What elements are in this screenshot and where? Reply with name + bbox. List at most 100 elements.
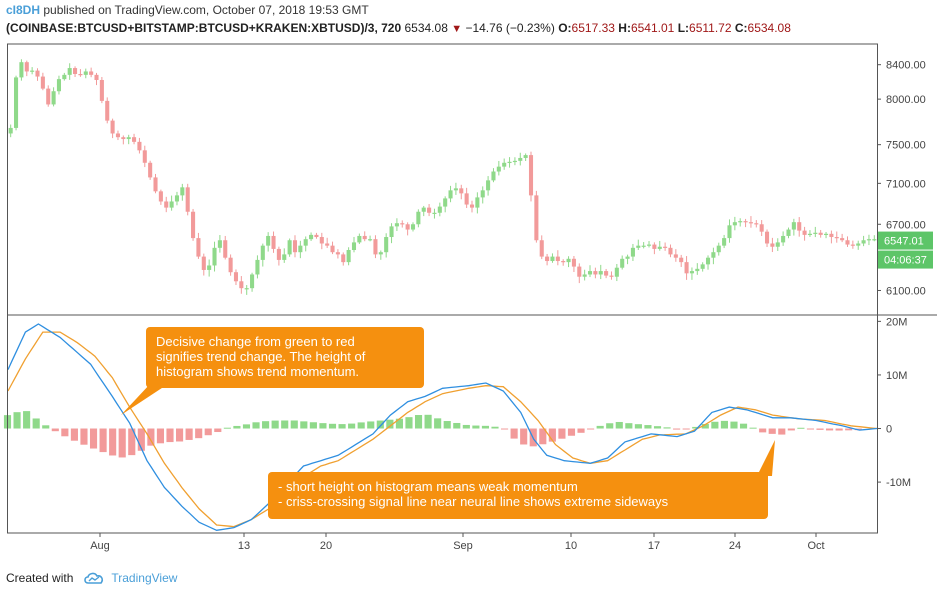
- candle-body: [743, 221, 748, 223]
- candle-body: [840, 238, 845, 241]
- candle-body: [459, 188, 464, 194]
- histogram-bar: [109, 428, 117, 456]
- candle-body: [679, 257, 684, 263]
- macd-line: [7, 323, 878, 531]
- histogram-bar: [634, 424, 642, 429]
- author-name[interactable]: cI8DH: [6, 3, 41, 17]
- price-change: −14.76 (−0.23%): [465, 21, 555, 35]
- candle-body: [148, 162, 153, 178]
- callout-sideways-text-line: - criss-crossing signal line near neural…: [278, 494, 669, 509]
- time-tick-label: Oct: [807, 540, 824, 552]
- candle-body: [46, 88, 51, 105]
- publish-info: cI8DH published on TradingView.com, Octo…: [6, 3, 369, 17]
- candle-body: [56, 79, 61, 92]
- histogram-bar: [405, 417, 413, 429]
- candle-body: [705, 257, 711, 265]
- candle-body: [652, 244, 657, 249]
- candle-body: [587, 271, 593, 275]
- symbol-name: (COINBASE:BTCUSD+BITSTAMP:BTCUSD+KRAKEN:…: [6, 21, 402, 35]
- histogram-bar: [214, 428, 222, 433]
- histogram-bar: [778, 428, 786, 435]
- callout-trend-text-line: Decisive change from green to red: [156, 334, 355, 349]
- histogram-bar: [730, 421, 738, 429]
- histogram-bar: [606, 423, 614, 429]
- candle-body: [14, 77, 19, 128]
- candle-body: [480, 190, 485, 198]
- countdown-label: 04:06:37: [884, 255, 927, 267]
- time-tick-label: 20: [320, 540, 332, 552]
- candle-body: [786, 229, 791, 236]
- price-pane: 6100.00 6700.00 7100.00 7500.00 8000.00 8400.…: [8, 59, 933, 297]
- candle-body: [287, 240, 292, 255]
- candle-body: [861, 240, 866, 244]
- histogram-bar: [768, 428, 776, 434]
- histogram-bar: [51, 428, 59, 432]
- histogram-bar: [596, 425, 604, 429]
- candle-body: [158, 191, 163, 202]
- countdown-tag: [878, 250, 933, 269]
- candle-body: [223, 240, 228, 258]
- histogram-bar: [491, 426, 499, 429]
- candle-body: [432, 212, 437, 214]
- time-tick-label: Aug: [90, 540, 110, 552]
- histogram-bar: [472, 425, 480, 429]
- tradingview-brand[interactable]: TradingView: [111, 571, 178, 585]
- tradingview-cloud-icon: [84, 572, 104, 584]
- plot-border: [7, 43, 878, 534]
- candle-body: [732, 222, 737, 226]
- histogram-bar: [137, 428, 145, 451]
- histogram-bar: [462, 424, 470, 429]
- candle-body: [244, 288, 249, 290]
- candle-body: [115, 133, 121, 138]
- candle-body: [67, 68, 72, 75]
- histogram-bar: [711, 421, 719, 429]
- candle-body: [62, 74, 67, 80]
- close-value: 6534.08: [747, 21, 791, 35]
- candle-body: [754, 223, 759, 225]
- candle-body: [239, 281, 244, 289]
- candle-body: [571, 258, 576, 267]
- callout-trend-box: [146, 327, 424, 388]
- candle-body: [507, 161, 512, 164]
- candle-body: [856, 243, 861, 246]
- macd-pane: 20M 10M 0 -10M: [3, 316, 911, 531]
- candle-body: [266, 235, 271, 246]
- histogram-bar: [61, 428, 69, 437]
- histogram-bar: [558, 428, 566, 439]
- candle-body: [850, 244, 855, 246]
- histogram-bar: [739, 423, 748, 429]
- footer: Created with TradingView: [6, 571, 177, 585]
- candle-body: [577, 266, 582, 277]
- candle-body: [357, 235, 362, 243]
- candle-body: [341, 254, 346, 263]
- low-label: L:: [677, 21, 690, 35]
- candle-body: [727, 225, 732, 239]
- candle-body: [646, 244, 652, 246]
- candle-body: [722, 238, 727, 246]
- candle-body: [309, 234, 314, 240]
- candle-body: [73, 68, 78, 74]
- candle-body: [180, 187, 185, 196]
- candle-body: [738, 221, 743, 223]
- candle-body: [512, 160, 517, 163]
- candle-body: [614, 267, 619, 277]
- candle-body: [174, 195, 180, 202]
- histogram-bar: [386, 419, 394, 429]
- candle-body: [351, 242, 357, 251]
- candle-body: [609, 275, 614, 277]
- histogram-bar: [663, 427, 671, 429]
- histogram-bar: [271, 420, 279, 429]
- histogram-bar: [281, 420, 289, 429]
- histogram-bar: [166, 428, 174, 443]
- candle-body: [759, 224, 764, 232]
- candle-body: [502, 162, 507, 167]
- candle-body: [443, 198, 448, 207]
- open-value: 6517.33: [571, 21, 615, 35]
- histogram-bar: [816, 428, 824, 430]
- histogram-bar: [720, 420, 728, 429]
- candle-body: [217, 240, 222, 248]
- candle-body: [250, 274, 255, 289]
- histogram-bar: [520, 428, 528, 445]
- callout-trend-text-line: histogram shows trend momentum.: [156, 364, 359, 379]
